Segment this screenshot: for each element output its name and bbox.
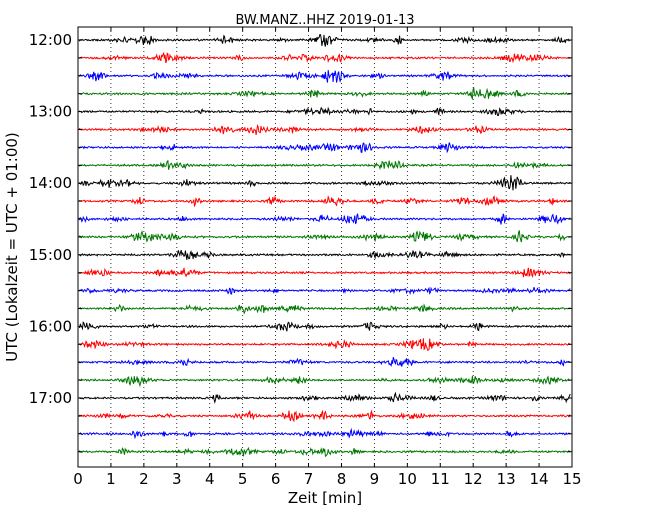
trace-row-17:15 xyxy=(78,409,571,423)
trace-row-15:30 xyxy=(78,286,571,296)
trace-row-17:45 xyxy=(78,446,571,457)
x-tick-label: 2 xyxy=(139,470,149,488)
y-tick-label: 12:00 xyxy=(29,31,72,49)
trace-row-15:45 xyxy=(78,303,571,315)
trace-row-16:45 xyxy=(78,375,571,388)
x-tick-label: 8 xyxy=(337,470,347,488)
y-tick-label: 16:00 xyxy=(29,317,72,335)
trace-row-17:00 xyxy=(78,391,571,404)
x-tick-label: 4 xyxy=(205,470,215,488)
seismogram-traces xyxy=(78,34,571,457)
trace-row-12:45 xyxy=(78,87,571,101)
x-axis-ticks: 0 1 2 3 4 5 6 7 8 9 10 11 12 13 14 15 xyxy=(73,27,582,488)
y-tick-label: 13:00 xyxy=(29,103,72,121)
y-tick-label: 15:00 xyxy=(29,246,72,264)
x-tick-label: 15 xyxy=(562,470,581,488)
x-tick-label: 3 xyxy=(172,470,182,488)
trace-row-13:30 xyxy=(78,142,571,154)
y-tick-label: 17:00 xyxy=(29,389,72,407)
x-tick-label: 9 xyxy=(370,470,380,488)
trace-row-16:15 xyxy=(78,338,571,351)
x-tick-label: 12 xyxy=(464,470,483,488)
x-axis-label: Zeit [min] xyxy=(288,489,362,507)
trace-row-13:00 xyxy=(78,106,571,117)
plot-frame xyxy=(77,26,573,468)
y-axis-ticks: 12:00 13:00 14:00 15:00 16:00 17:00 xyxy=(29,31,572,453)
y-tick-label: 14:00 xyxy=(29,174,72,192)
trace-row-16:00 xyxy=(78,321,571,332)
chart-title: BW.MANZ..HHZ 2019-01-13 xyxy=(235,13,414,28)
x-tick-label: 11 xyxy=(431,470,450,488)
trace-row-14:00 xyxy=(78,175,571,191)
x-tick-label: 10 xyxy=(398,470,417,488)
trace-row-14:15 xyxy=(78,195,571,208)
trace-row-12:15 xyxy=(78,51,571,64)
trace-row-15:15 xyxy=(78,267,571,279)
trace-row-17:30 xyxy=(78,427,571,440)
x-tick-label: 5 xyxy=(238,470,248,488)
y-axis-label: UTC (Lokalzeit = UTC + 01:00) xyxy=(3,132,21,362)
x-tick-label: 14 xyxy=(530,470,549,488)
x-tick-label: 1 xyxy=(106,470,116,488)
trace-row-13:45 xyxy=(78,159,571,171)
x-tick-label: 6 xyxy=(271,470,281,488)
x-tick-label: 7 xyxy=(304,470,314,488)
trace-row-15:00 xyxy=(78,249,571,260)
trace-row-12:00 xyxy=(78,34,571,47)
trace-row-14:45 xyxy=(78,230,571,243)
trace-row-16:30 xyxy=(78,356,571,367)
trace-row-12:30 xyxy=(78,70,571,84)
x-tick-label: 13 xyxy=(497,470,516,488)
trace-row-13:15 xyxy=(78,123,571,136)
x-tick-label: 0 xyxy=(73,470,83,488)
grid-lines xyxy=(110,27,540,467)
trace-row-14:30 xyxy=(78,213,571,225)
